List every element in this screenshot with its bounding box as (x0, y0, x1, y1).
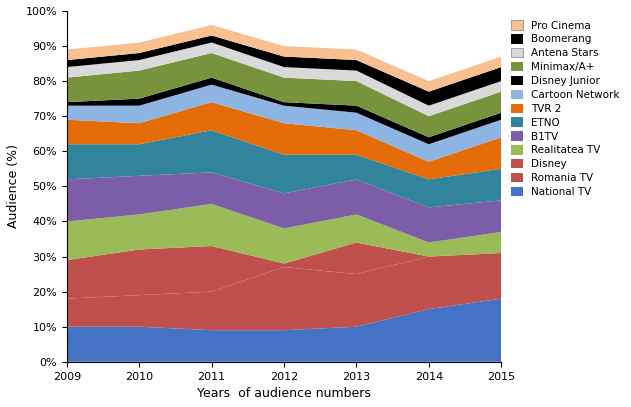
X-axis label: Years  of audience numbers: Years of audience numbers (197, 387, 371, 400)
Legend: Pro Cinema, Boomerang, Antena Stars, Minimax/A+, Disney Junior, Cartoon Network,: Pro Cinema, Boomerang, Antena Stars, Min… (507, 16, 624, 201)
Y-axis label: Audience (%): Audience (%) (7, 144, 20, 228)
